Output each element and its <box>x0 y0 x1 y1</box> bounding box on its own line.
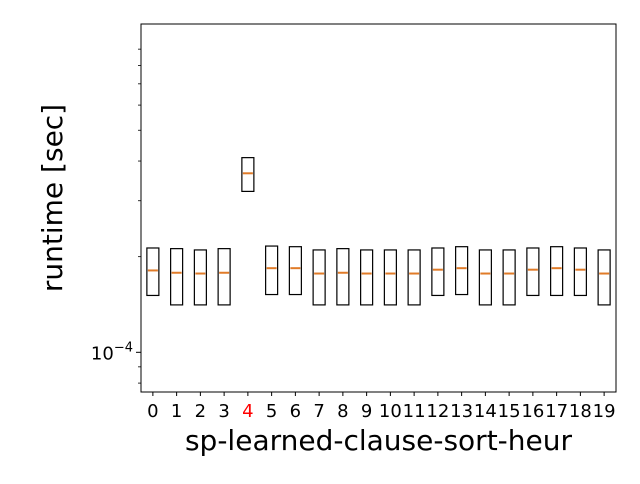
box-4 <box>241 157 255 192</box>
x-tick-label-6: 6 <box>290 401 301 422</box>
box-13 <box>455 246 469 296</box>
x-tick-label-5: 5 <box>266 401 277 422</box>
box-0 <box>146 247 160 297</box>
x-tick-label-12: 12 <box>426 401 449 422</box>
x-tick-label-3: 3 <box>218 401 229 422</box>
x-axis-label: sp-learned-clause-sort-heur <box>185 424 573 457</box>
x-tick-label-2: 2 <box>195 401 206 422</box>
box-8 <box>336 248 350 306</box>
box-16 <box>526 247 540 297</box>
x-tick-label-15: 15 <box>498 401 521 422</box>
box-17 <box>550 246 564 297</box>
x-tick-label-14: 14 <box>474 401 497 422</box>
y-tick-label-0: 10−4 <box>91 340 133 364</box>
box-7 <box>312 249 326 306</box>
x-ticks-group: 0 1 2 3 4 5 6 7 8 9 10 11 12 13 14 15 16 17 18 19 <box>147 392 616 422</box>
y-ticks-group: 10−4 <box>91 48 141 384</box>
box-2 <box>193 249 207 306</box>
boxes-group <box>146 157 611 306</box>
box-3 <box>217 248 231 306</box>
x-tick-label-19: 19 <box>593 401 616 422</box>
box-12 <box>431 247 445 297</box>
box-15 <box>502 249 516 306</box>
x-tick-label-9: 9 <box>361 401 372 422</box>
x-tick-label-17: 17 <box>545 401 568 422</box>
box-6 <box>288 246 302 296</box>
box-10 <box>383 249 397 306</box>
plot-area-frame <box>140 23 617 393</box>
box-1 <box>170 248 184 306</box>
box-9 <box>360 249 374 306</box>
box-5 <box>265 245 279 296</box>
x-tick-label-16: 16 <box>521 401 544 422</box>
y-axis-label: runtime [sec] <box>36 104 69 292</box>
x-tick-label-1: 1 <box>171 401 182 422</box>
x-tick-label-10: 10 <box>379 401 402 422</box>
box-14 <box>478 249 492 306</box>
x-tick-label-11: 11 <box>403 401 426 422</box>
x-tick-label-4: 4 <box>242 401 253 422</box>
x-tick-label-7: 7 <box>313 401 324 422</box>
box-19 <box>597 249 611 306</box>
x-tick-label-18: 18 <box>569 401 592 422</box>
x-tick-label-0: 0 <box>147 401 158 422</box>
x-tick-label-13: 13 <box>450 401 473 422</box>
x-tick-label-8: 8 <box>337 401 348 422</box>
box-18 <box>573 247 587 297</box>
box-11 <box>407 249 421 306</box>
